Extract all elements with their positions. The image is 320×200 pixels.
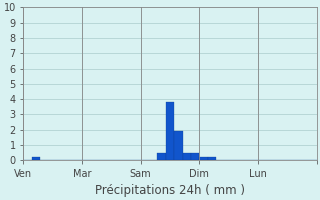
X-axis label: Précipitations 24h ( mm ): Précipitations 24h ( mm ) <box>95 184 245 197</box>
Bar <box>191 153 199 160</box>
Bar <box>208 157 216 160</box>
Bar <box>32 157 40 160</box>
Bar <box>157 153 166 160</box>
Bar <box>166 102 174 160</box>
Bar <box>174 131 182 160</box>
Bar <box>199 157 208 160</box>
Bar <box>182 153 191 160</box>
